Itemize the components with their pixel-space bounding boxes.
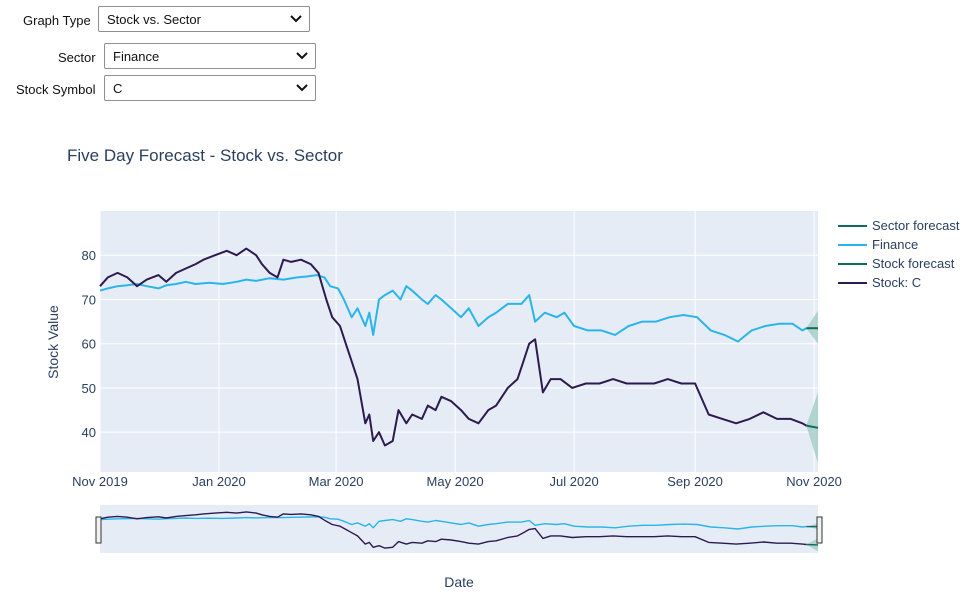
x-tick-label: May 2020 xyxy=(427,474,484,489)
stock-symbol-select[interactable]: C xyxy=(104,75,316,101)
y-tick-label: 80 xyxy=(82,248,96,263)
legend-item-label[interactable]: Stock forecast xyxy=(872,256,955,271)
range-slider[interactable] xyxy=(95,505,823,553)
y-tick-label: 40 xyxy=(82,425,96,440)
y-axis-title: Stock Value xyxy=(45,305,61,379)
range-series-line xyxy=(99,511,807,549)
x-tick-label: Mar 2020 xyxy=(309,474,364,489)
chevron-down-icon xyxy=(290,15,302,23)
x-tick-label: Nov 2019 xyxy=(72,474,128,489)
x-axis: Nov 2019 Jan 2020 Mar 2020 May 2020 Jul 2020… xyxy=(72,474,842,489)
series-line xyxy=(99,247,807,447)
sector-label: Sector xyxy=(58,50,96,65)
chevron-down-icon xyxy=(296,52,308,60)
x-tick-label: Nov 2020 xyxy=(786,474,842,489)
forecast-line xyxy=(806,424,819,429)
x-axis-title: Date xyxy=(444,574,474,590)
y-axis: 40 50 60 70 80 xyxy=(82,248,96,440)
graph-type-value: Stock vs. Sector xyxy=(107,12,201,27)
range-series-line xyxy=(99,516,807,530)
chart-title: Five Day Forecast - Stock vs. Sector xyxy=(67,146,343,165)
y-tick-label: 70 xyxy=(82,292,96,307)
stock-symbol-label: Stock Symbol xyxy=(16,82,96,97)
range-handle-left[interactable] xyxy=(95,516,102,544)
main-plot[interactable] xyxy=(99,211,819,472)
sector-select[interactable]: Finance xyxy=(104,43,316,69)
y-tick-label: 60 xyxy=(82,337,96,352)
range-slider-background xyxy=(100,505,818,553)
range-handle-right[interactable] xyxy=(816,516,823,544)
legend-item-label[interactable]: Stock: C xyxy=(872,275,921,290)
range-forecast-band xyxy=(806,538,818,552)
chevron-down-icon xyxy=(296,84,308,92)
legend-item-label[interactable]: Finance xyxy=(872,237,918,252)
range-forecast-band xyxy=(806,523,818,530)
y-tick-label: 50 xyxy=(82,381,96,396)
legend: Sector forecast Finance Stock forecast Stoc… xyxy=(838,218,960,290)
stock-symbol-value: C xyxy=(113,81,123,96)
forecast-band xyxy=(806,392,818,464)
legend-item-label[interactable]: Sector forecast xyxy=(872,218,960,233)
plot-background xyxy=(100,211,818,472)
sector-value: Finance xyxy=(113,49,160,64)
series-line xyxy=(99,274,807,343)
x-tick-label: Jul 2020 xyxy=(550,474,599,489)
x-tick-label: Jan 2020 xyxy=(192,474,246,489)
graph-type-label: Graph Type xyxy=(23,13,91,28)
forecast-band xyxy=(806,310,818,344)
x-tick-label: Sep 2020 xyxy=(667,474,723,489)
graph-type-select[interactable]: Stock vs. Sector xyxy=(98,6,310,32)
